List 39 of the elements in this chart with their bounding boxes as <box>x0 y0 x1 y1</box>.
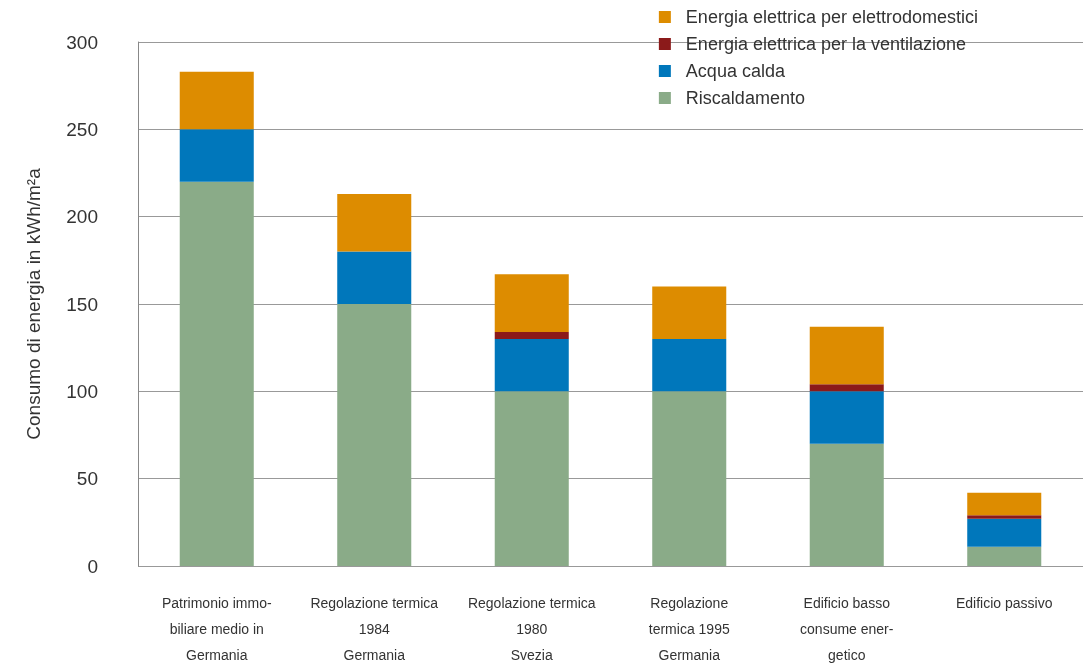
x-tick-label: Edificio basso consume ener- getico <box>800 595 894 663</box>
bar <box>337 251 412 304</box>
x-tick-label: Edificio passivo <box>956 595 1053 611</box>
bar <box>494 391 569 566</box>
legend-label: Acqua calda <box>685 61 786 81</box>
bar <box>337 193 412 252</box>
bar <box>809 391 884 444</box>
x-tick-label: Regolazione termica 1984 Germania <box>310 595 439 663</box>
y-tick-label: 0 <box>87 555 98 577</box>
bar <box>494 331 569 339</box>
y-axis-title: Consumo di energia in kWh/m²a <box>23 167 44 440</box>
bar <box>652 338 727 392</box>
y-tick-label: 50 <box>76 468 98 490</box>
x-tick-label: Regolazione termica 1980 Svezia <box>467 595 596 663</box>
bar <box>337 304 412 566</box>
bar <box>809 443 884 566</box>
bar <box>179 129 254 182</box>
x-tick-label: Patrimonio immo- biliare medio in Germania <box>161 595 272 663</box>
y-tick-label: 200 <box>66 206 98 228</box>
bar <box>652 286 727 339</box>
legend-label: Energia elettrica per la ventilazione <box>685 34 967 54</box>
bar <box>494 274 569 332</box>
y-tick-label: 300 <box>66 31 98 53</box>
bar <box>179 71 254 130</box>
legend-label: Energia elettrica per elettrodomestici <box>685 7 978 27</box>
bar <box>967 518 1042 547</box>
bar <box>967 492 1042 516</box>
bar <box>967 515 1042 519</box>
x-tick-label: Regolazione termica 1995 Germania <box>648 595 730 663</box>
bar <box>809 384 884 392</box>
bar <box>809 326 884 385</box>
legend-label: Riscaldamento <box>685 88 805 108</box>
bar <box>179 181 254 566</box>
y-tick-label: 250 <box>66 118 98 140</box>
bar <box>652 391 727 566</box>
y-tick-label: 150 <box>66 293 98 315</box>
y-tick-label: 100 <box>66 380 98 402</box>
bar <box>967 546 1042 566</box>
bar <box>494 338 569 392</box>
